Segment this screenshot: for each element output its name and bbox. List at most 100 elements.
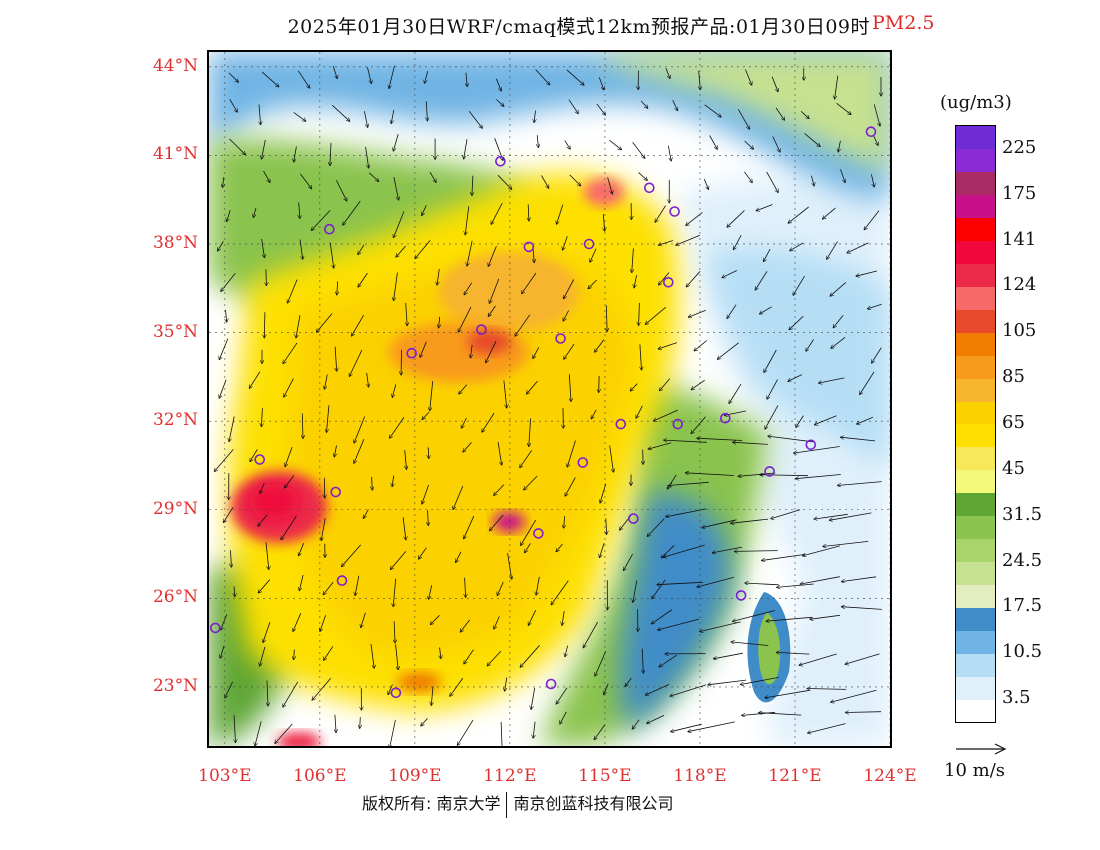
wind-arrow (830, 282, 847, 296)
wind-arrow (337, 281, 338, 296)
wind-arrow (638, 172, 648, 180)
wind-arrow (642, 648, 643, 674)
wind-arrow (437, 268, 440, 285)
city-marker (545, 678, 557, 690)
wind-arrow (266, 269, 267, 286)
wind-arrow (422, 411, 430, 419)
wind-arrow (860, 371, 875, 395)
wind-arrow (569, 174, 581, 186)
wind-arrow (796, 415, 804, 428)
wind-arrow (528, 610, 537, 625)
wind-arrow (829, 512, 872, 520)
wind-arrow (267, 680, 268, 707)
city-marker (390, 687, 402, 699)
wind-arrow (756, 204, 773, 211)
wind-arrow (788, 374, 803, 382)
wind-arrow (590, 248, 597, 263)
wind-arrow (551, 580, 569, 605)
wind-arrow (472, 175, 473, 196)
wind-vectors (214, 65, 882, 746)
wind-arrow (365, 146, 369, 168)
wind-arrow (804, 133, 821, 146)
wind-arrow (838, 140, 840, 152)
colorbar-swatch (956, 355, 995, 379)
wind-arrow (260, 646, 266, 666)
wind-arrow (299, 173, 311, 189)
wind-arrow (564, 516, 565, 528)
wind-arrow (500, 721, 503, 746)
city-marker (406, 347, 417, 359)
wind-arrow (343, 200, 361, 225)
wind-arrow (731, 518, 769, 523)
wind-arrow (396, 245, 406, 257)
wind-arrow (393, 133, 399, 151)
wind-arrow (402, 517, 406, 540)
wind-arrow (405, 450, 407, 469)
wind-arrow (873, 135, 879, 145)
chart-title: 2025年01月30日WRF/cmaq模式12km预报产品:01月30日09时 (287, 16, 870, 38)
wind-arrow (464, 139, 468, 159)
wind-arrow (453, 485, 464, 509)
wind-arrow (393, 578, 397, 607)
wind-arrow (645, 306, 666, 324)
colorbar-swatch (956, 561, 995, 585)
colorbar-label: 24.5 (1002, 549, 1043, 571)
wind-arrow (392, 384, 397, 397)
wind-arrow (223, 506, 234, 522)
wind-arrow (316, 313, 333, 333)
wind-arrow (261, 238, 265, 258)
wind-arrow (727, 304, 737, 319)
city-marker (476, 324, 487, 335)
wind-arrow (600, 483, 607, 503)
wind-arrow (566, 69, 584, 85)
wind-arrow (395, 644, 399, 669)
wind-arrow (285, 446, 293, 467)
wind-arrow (354, 439, 365, 463)
wind-arrow (527, 380, 538, 394)
wind-arrow (665, 67, 670, 79)
wind-arrow (744, 171, 752, 183)
wind-arrow (811, 175, 814, 186)
wind-arrow (464, 515, 475, 539)
wind-arrow (596, 103, 606, 115)
wind-arrow (562, 611, 565, 625)
wind-arrow (717, 342, 740, 360)
wind-arrow (431, 686, 433, 705)
wind-arrow (663, 544, 705, 557)
wind-arrow (361, 612, 366, 628)
wind-arrow (486, 341, 497, 363)
wind-arrow (220, 645, 225, 658)
wind-arrow (733, 610, 776, 622)
colorbar-swatch (956, 148, 995, 173)
wind-arrow (651, 609, 673, 624)
wind-arrow (806, 339, 814, 352)
wind-arrow (609, 445, 614, 473)
wind-arrow (788, 206, 809, 223)
wind-arrow (261, 408, 262, 427)
wind-arrow (591, 409, 597, 419)
wind-arrow (857, 416, 874, 424)
wind-arrow (429, 585, 433, 599)
wind-arrow (676, 234, 701, 245)
wind-arrow (835, 75, 839, 99)
wind-arrow (609, 139, 621, 150)
wind-arrow (831, 689, 877, 702)
wind-arrow (464, 282, 472, 295)
wind-arrow (845, 653, 880, 664)
wind-arrow (351, 314, 364, 336)
wind-arrow (659, 378, 671, 391)
wind-arrow (393, 211, 405, 238)
colorbar-swatch (956, 492, 995, 517)
wind-arrow (505, 677, 508, 691)
wind-arrow (871, 174, 874, 187)
city-marker (662, 277, 674, 288)
wind-arrow (367, 67, 371, 83)
wind-arrow (471, 344, 473, 358)
wind-arrow (606, 518, 607, 534)
wind-arrow (708, 679, 747, 685)
wind-arrow (487, 650, 502, 666)
wind-arrow (324, 646, 334, 660)
city-marker (764, 466, 775, 477)
colorbar-label: 17.5 (1002, 595, 1043, 617)
colorbar-swatch (956, 515, 995, 540)
